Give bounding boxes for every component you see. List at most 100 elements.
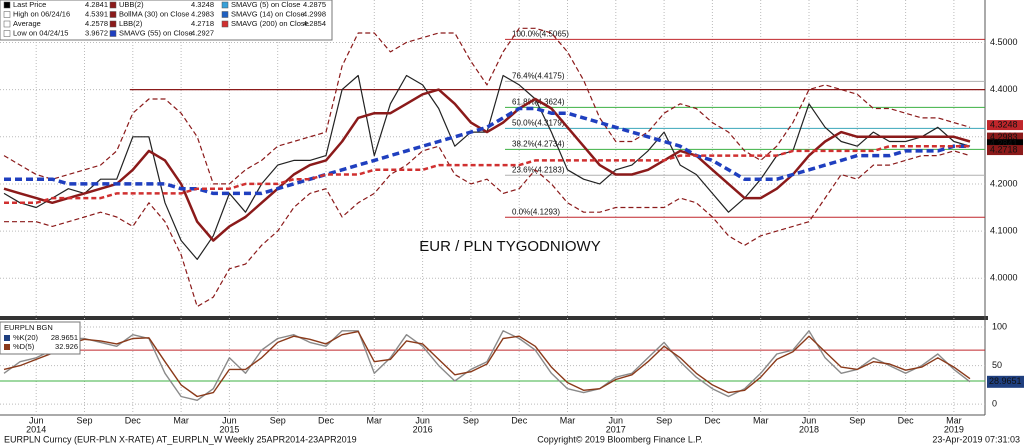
legend-label: %D(5) [13,342,35,351]
legend-value: 4.2983 [191,9,214,18]
y-tick-label: 4.4000 [990,84,1018,94]
legend-swatch [3,11,11,18]
x-tick-label: Dec [511,415,528,425]
fib-label: 76.4%(4.4175) [512,71,565,80]
legend-swatch [3,20,11,28]
y-tick-label: 4.0000 [990,273,1018,283]
legend-label: High on 06/24/16 [13,9,70,18]
value-tag-bg [987,375,1024,388]
legend-label: SMAVG (14) on Close [231,9,305,18]
x-tick-label: Jun [415,415,430,425]
legend-value: 28.9651 [51,333,78,342]
footer-center: Copyright© 2019 Bloomberg Finance L.P. [537,434,703,444]
legend-value: 4.2854 [303,19,326,28]
x-year-label: 2016 [413,424,433,434]
fib-label: 100.0%(4.5065) [512,29,569,38]
legend-label: Average [13,19,41,28]
legend-swatch [109,11,117,18]
x-tick-label: Sep [270,415,286,425]
x-year-label: 2015 [219,424,239,434]
series-line [4,145,971,308]
value-tag: 4.3248 [990,119,1018,129]
legend-box [0,0,333,41]
legend-swatch [109,1,117,9]
x-year-label: 2014 [26,424,46,434]
x-year-label: 2018 [799,424,819,434]
legend-label: Low on 04/24/15 [13,28,68,37]
footer-right: 23-Apr-2019 07:31:03 [932,434,1020,444]
legend-label: SMAVG (55) on Close [119,28,193,37]
legend-label: UBB(2) [119,0,144,9]
legend-swatch [221,20,229,28]
legend-value: 4.2718 [191,19,214,28]
value-tag-bg [987,139,1023,150]
legend-value: 4.2578 [85,19,108,28]
fib-label: 50.0%(4.3179) [512,118,565,127]
value-tag-bg [987,145,1023,156]
legend-label: SMAVG (5) on Close [231,0,300,9]
x-tick-label: Mar [560,415,576,425]
legend-swatch [109,30,117,37]
y-tick-label: 4.5000 [990,37,1018,47]
x-tick-label: Mar [173,415,189,425]
series-line [3,330,971,398]
legend-value: 3.9672 [85,28,108,37]
value-tag: 4.2718 [990,144,1018,154]
y-tick-label: 100 [992,321,1007,331]
legend-value: 4.2875 [303,0,326,9]
value-tag: 4.2983 [990,132,1018,142]
legend-swatch [221,11,229,18]
plot: 100.0%(4.5065)76.4%(4.4175)61.8%(4.3624)… [0,27,985,401]
series-line [4,106,970,196]
x-tick-label: Sep [76,415,92,425]
legend-value: 32.926 [55,342,78,351]
x-tick-label: Jun [802,415,817,425]
x-tick-label: Dec [898,415,915,425]
legend-label: %K(20) [13,333,39,342]
legend-swatch [4,335,10,341]
legend-value: 4.5391 [85,9,108,18]
fib-label: 38.2%(4.2734) [512,139,565,148]
value-tag: 4.2841 [990,139,1018,149]
legend-swatch [221,1,229,9]
y-tick-label: 0 [992,399,997,409]
x-tick-label: Sep [849,415,865,425]
x-year-label: 2019 [944,424,964,434]
x-tick-label: Sep [656,415,672,425]
series-line [3,27,971,185]
value-tag: 28.9651 [989,376,1022,386]
x-year-label: 2017 [606,424,626,434]
y-tick-label: 4.2000 [990,178,1018,188]
x-tick-label: Jun [609,415,624,425]
legend-box [0,321,81,355]
fib-label: 0.0%(4.1293) [512,207,560,216]
legend-label: Last Price [13,0,46,9]
panel-separator [0,316,988,320]
panel-title: EURPLN BGN [4,323,53,332]
y-tick-label: 4.1000 [990,225,1018,235]
legend: Last Price 4.2841 High on 06/24/16 4.5391 Av… [0,0,333,355]
x-tick-label: Dec [704,415,721,425]
series-line [3,330,971,401]
value-tag-bg [987,132,1023,143]
footer-left: EURPLN Curncy (EUR-PLN X-RATE) AT_EURPLN… [4,434,357,444]
x-tick-label: Jun [222,415,237,425]
value-tag-bg [987,120,1023,131]
legend-label: BollMA (30) on Close [119,9,189,18]
legend-value: 4.3248 [191,0,214,9]
series-line [4,144,970,205]
legend-swatch [4,344,10,350]
x-tick-label: Dec [318,415,335,425]
x-tick-label: Mar [367,415,383,425]
legend-swatch [3,30,11,37]
legend-value: 4.2927 [191,28,214,37]
x-tick-label: Dec [125,415,142,425]
x-tick-label: Mar [753,415,769,425]
legend-label: SMAVG (200) on Close [231,19,309,28]
series-line [3,88,971,242]
legend-value: 4.2841 [85,0,108,9]
x-tick-label: Mar [946,415,962,425]
legend-label: LBB(2) [119,19,143,28]
